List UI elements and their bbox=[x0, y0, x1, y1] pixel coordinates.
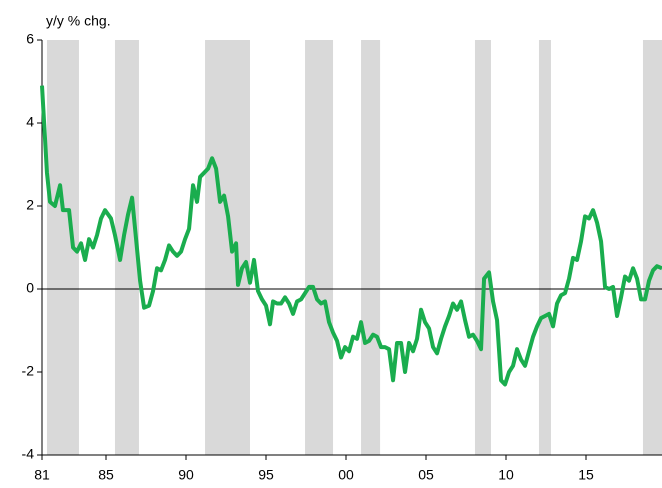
x-tick-label: 00 bbox=[338, 467, 354, 483]
x-tick-label: 85 bbox=[98, 467, 114, 483]
x-tick-label: 90 bbox=[178, 467, 194, 483]
x-tick-label: 95 bbox=[258, 467, 274, 483]
y-tick-label: 6 bbox=[26, 31, 34, 47]
y-tick-label: 2 bbox=[26, 197, 34, 213]
x-tick-label: 81 bbox=[34, 467, 50, 483]
data-line bbox=[40, 85, 662, 387]
shaded-period bbox=[361, 40, 381, 455]
shaded-period bbox=[538, 40, 551, 455]
x-tick-label: 10 bbox=[498, 467, 514, 483]
x-tick-label: 15 bbox=[578, 467, 594, 483]
shaded-period bbox=[474, 40, 491, 455]
y-axis-label: y/y % chg. bbox=[46, 13, 111, 29]
x-tick-label: 05 bbox=[418, 467, 434, 483]
shaded-period bbox=[642, 40, 662, 455]
y-tick-label: 0 bbox=[26, 280, 34, 296]
y-tick-label: -4 bbox=[22, 446, 35, 462]
shaded-period bbox=[205, 40, 250, 455]
y-tick-label: -2 bbox=[22, 363, 35, 379]
shaded-period bbox=[305, 40, 334, 455]
y-tick-label: 4 bbox=[26, 114, 34, 130]
shaded-period bbox=[114, 40, 139, 455]
